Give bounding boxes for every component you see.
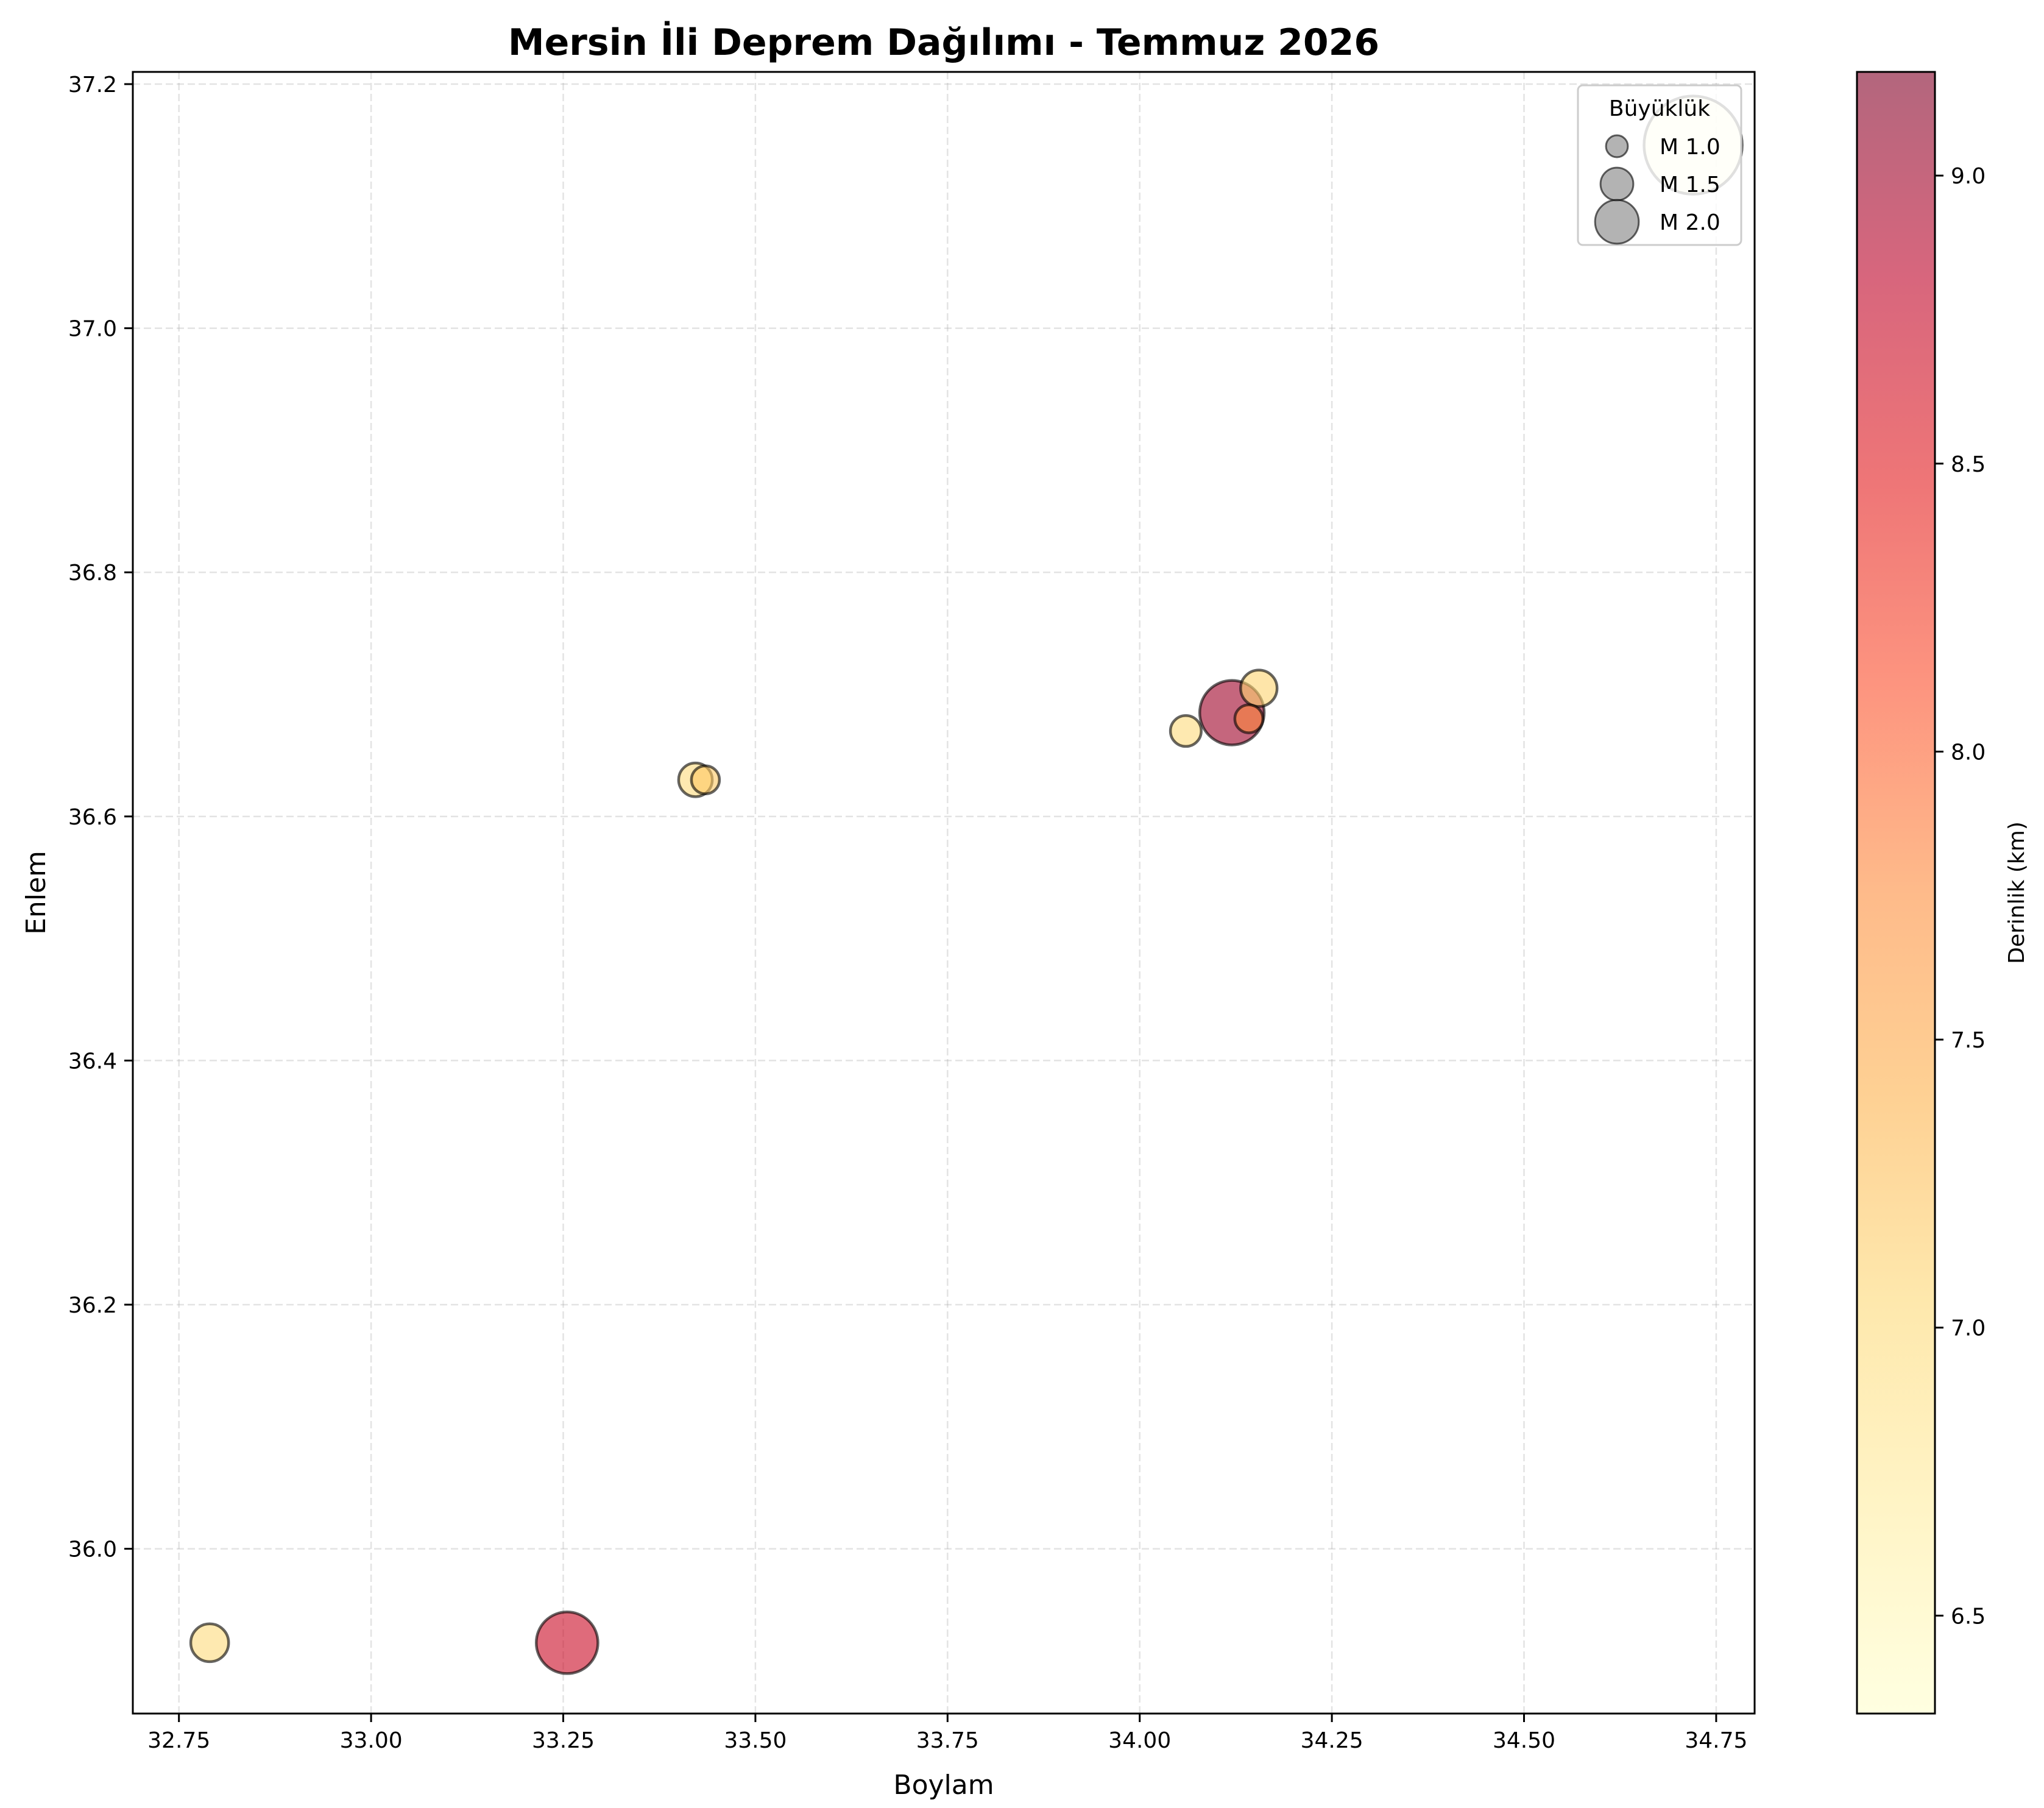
earthquake-point [1239, 668, 1279, 708]
x-tick-label: 32.75 [147, 1728, 210, 1753]
colorbar-tick-label: 7.5 [1951, 1028, 1986, 1053]
earthquake-point [1233, 703, 1265, 734]
earthquake-point [690, 764, 721, 795]
y-tick-label: 36.4 [68, 1049, 117, 1074]
earthquake-point [1169, 714, 1203, 748]
y-tick-label: 36.8 [68, 561, 117, 586]
x-tick-label: 34.75 [1685, 1728, 1747, 1753]
legend-marker [1599, 166, 1635, 202]
colorbar-tick-label: 6.5 [1951, 1604, 1986, 1629]
y-tick-label: 36.6 [68, 805, 117, 830]
data-points [189, 94, 1744, 1675]
legend-marker [1605, 134, 1629, 158]
colorbar-gradient [1857, 72, 1935, 1714]
x-tick-label: 33.25 [532, 1728, 595, 1753]
x-tick-label: 33.75 [916, 1728, 979, 1753]
x-axis-label: Boylam [893, 1770, 994, 1801]
legend-label: M 1.0 [1660, 135, 1720, 160]
plot-frame [132, 71, 1756, 1715]
colorbar-tick-label: 7.0 [1951, 1316, 1986, 1341]
y-tick-label: 36.2 [68, 1293, 117, 1318]
colorbar: 6.5 7.0 7.5 8.0 8.5 9.0 Derinlik (km) [1856, 71, 2029, 1715]
y-tick-label: 37.2 [68, 73, 117, 97]
colorbar-tick-label: 9.0 [1951, 164, 1986, 189]
legend-marker [1594, 199, 1640, 245]
colorbar-tick-label: 8.5 [1951, 452, 1986, 477]
grid-lines [133, 72, 1755, 1714]
x-tick-label: 34.50 [1493, 1728, 1555, 1753]
y-axis-ticks: 36.0 36.2 36.4 36.6 36.8 37.0 37.2 [68, 73, 133, 1562]
legend-label: M 2.0 [1660, 210, 1720, 235]
x-tick-label: 33.50 [724, 1728, 787, 1753]
legend-items: M 1.0 M 1.5 M 2.0 [1594, 134, 1720, 245]
colorbar-label: Derinlik (km) [2004, 821, 2029, 964]
colorbar-tick-label: 8.0 [1951, 740, 1986, 765]
x-tick-label: 34.25 [1301, 1728, 1363, 1753]
legend: Büyüklük M 1.0 M 1.5 M 2.0 [1577, 84, 1742, 246]
y-tick-label: 37.0 [68, 317, 117, 342]
earthquake-point [534, 1610, 599, 1675]
x-tick-label: 34.00 [1108, 1728, 1171, 1753]
x-tick-label: 33.00 [340, 1728, 403, 1753]
chart-title: Mersin İli Deprem Dağılımı - Temmuz 2026 [508, 20, 1379, 64]
y-tick-label: 36.0 [68, 1537, 117, 1562]
legend-label: M 1.5 [1660, 172, 1720, 197]
earthquake-point [189, 1622, 230, 1664]
x-axis-ticks: 32.75 33.00 33.25 33.50 33.75 34.00 34.25 34.50… [147, 1714, 1747, 1753]
y-axis-label: Enlem [21, 851, 52, 935]
colorbar-ticks: 6.5 7.0 7.5 8.0 8.5 9.0 [1935, 164, 1986, 1629]
legend-title: Büyüklük [1609, 96, 1710, 121]
colorbar-frame [1856, 71, 1936, 1715]
